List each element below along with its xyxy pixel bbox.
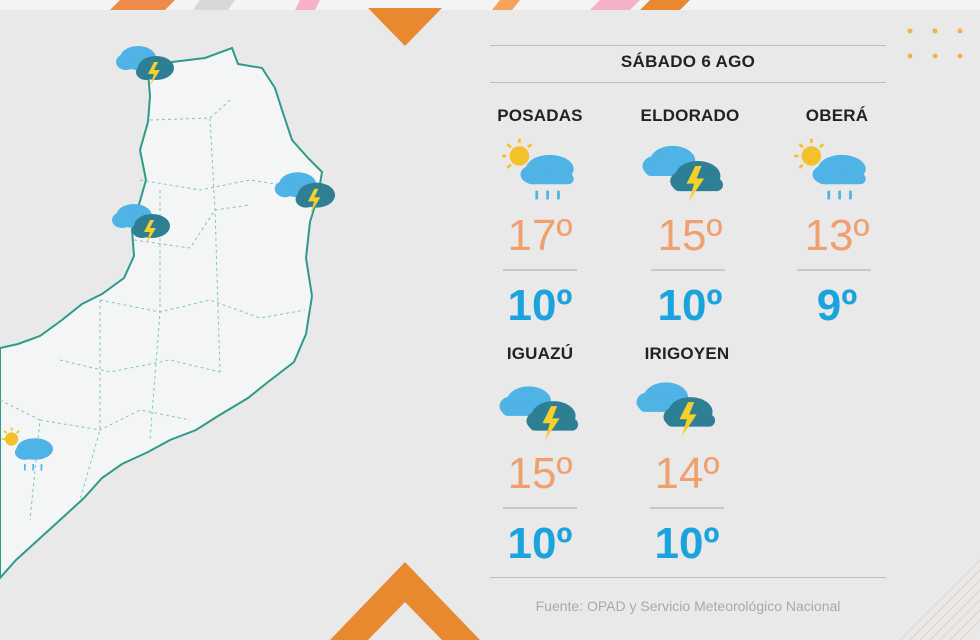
thunderstorm-icon	[499, 386, 579, 441]
temp-separator	[651, 269, 725, 271]
min-temp-obera: 9º	[816, 281, 858, 330]
map-storm-icon-north	[116, 46, 174, 86]
sun-cloud-rain-icon	[502, 138, 574, 200]
max-temp-obera: 13º	[804, 211, 870, 260]
bottom-orange-chevron	[330, 562, 480, 640]
max-temp-iguazu: 15º	[507, 449, 573, 498]
city-name-irigoyen: IRIGOYEN	[644, 344, 730, 363]
map-storm-icon-west	[112, 204, 170, 244]
map-storm-icon-east	[274, 172, 336, 214]
map-sun-rain-icon-south	[1, 427, 54, 471]
max-temp-irigoyen: 14º	[654, 449, 720, 498]
min-temp-iguazu: 10º	[507, 519, 573, 568]
thunderstorm-icon	[636, 382, 716, 437]
thunderstorm-icon	[642, 145, 723, 202]
header-rule-top	[490, 45, 886, 46]
source-credit: Fuente: OPAD y Servicio Meteorológico Na…	[535, 598, 841, 614]
top-decorative-strip	[0, 0, 980, 10]
header-rule-bottom	[490, 82, 886, 83]
min-temp-eldorado: 10º	[657, 281, 723, 330]
city-name-eldorado: ELDORADO	[640, 106, 740, 125]
temp-separator	[797, 269, 871, 271]
dot-pattern-decoration	[907, 28, 963, 59]
temp-separator	[503, 507, 577, 509]
temp-separator	[650, 507, 724, 509]
temp-separator	[503, 269, 577, 271]
province-map	[0, 46, 324, 580]
max-temp-eldorado: 15º	[657, 211, 723, 260]
sun-cloud-rain-icon	[794, 138, 866, 200]
hatch-decoration	[899, 559, 980, 640]
min-temp-posadas: 10º	[507, 281, 573, 330]
city-name-posadas: POSADAS	[497, 106, 583, 125]
city-name-iguazu: IGUAZÚ	[506, 344, 574, 363]
footer-rule	[490, 577, 886, 578]
min-temp-irigoyen: 10º	[654, 519, 720, 568]
forecast-date: SÁBADO 6 AGO	[620, 52, 756, 71]
max-temp-posadas: 17º	[507, 211, 573, 260]
top-orange-triangle	[368, 8, 442, 46]
city-name-obera: OBERÁ	[805, 106, 869, 125]
